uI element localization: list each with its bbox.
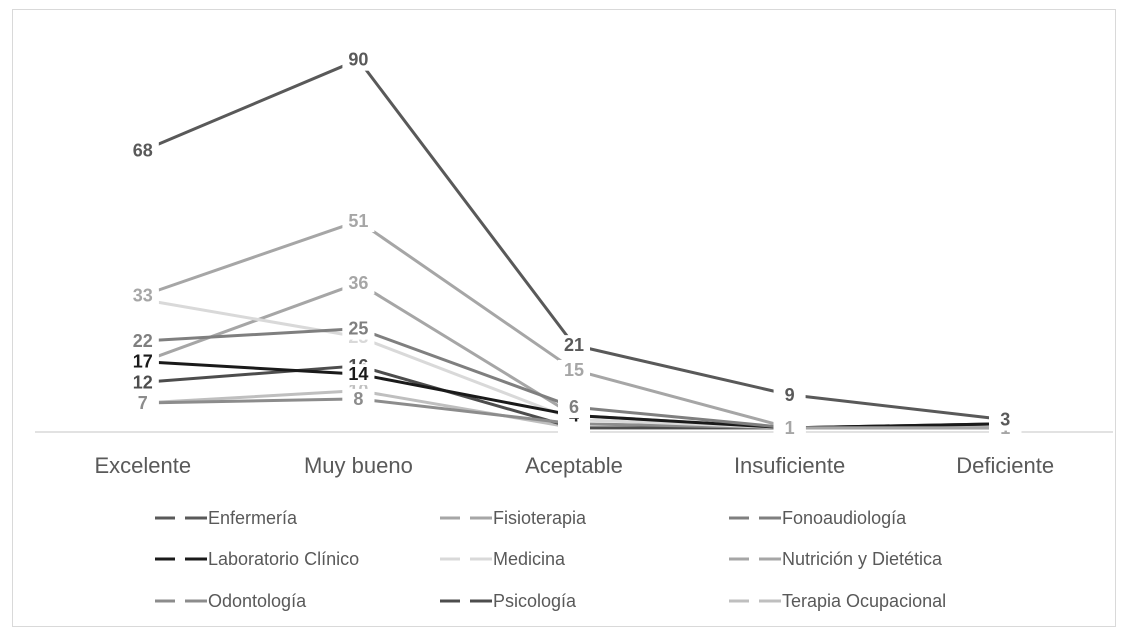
legend-item: Laboratorio Clínico xyxy=(155,549,359,569)
data-label: 15 xyxy=(564,360,584,380)
data-label-bg xyxy=(342,364,375,386)
data-label: 3 xyxy=(1000,410,1010,430)
legend-item: Nutrición y Dietética xyxy=(729,549,943,569)
data-label: 7 xyxy=(138,393,148,413)
data-label: 25 xyxy=(348,319,368,339)
legend-item: Medicina xyxy=(440,549,566,569)
x-tick-label: Aceptable xyxy=(525,453,623,478)
x-tick-label: Deficiente xyxy=(956,453,1054,478)
data-label: 9 xyxy=(785,385,795,405)
data-label-bg xyxy=(342,318,375,340)
data-label-bg xyxy=(126,285,159,307)
data-label-bg xyxy=(342,49,375,71)
data-label-bg xyxy=(342,211,375,233)
data-labels: 7101111216112782111736411322331117144122… xyxy=(126,49,1022,439)
data-label-bg xyxy=(989,409,1022,431)
x-tick-label: Insuficiente xyxy=(734,453,845,478)
x-tick-label: Excelente xyxy=(94,453,191,478)
data-label: 33 xyxy=(133,285,153,305)
data-label: 36 xyxy=(348,273,368,293)
legend: Enfermería Fisioterapia Fonoaudiología Labo… xyxy=(155,508,946,611)
data-label-bg xyxy=(126,351,159,373)
data-label-bg xyxy=(126,330,159,352)
legend-item: Fisioterapia xyxy=(440,508,587,528)
data-label: 22 xyxy=(133,331,153,351)
data-label: 8 xyxy=(353,389,363,409)
data-label-bg xyxy=(126,140,159,162)
data-label-bg xyxy=(773,384,806,406)
legend-label: Nutrición y Dietética xyxy=(782,549,943,569)
legend-label: Laboratorio Clínico xyxy=(208,549,359,569)
legend-label: Enfermería xyxy=(208,508,298,528)
data-label: 12 xyxy=(133,372,153,392)
legend-label: Fisioterapia xyxy=(493,508,587,528)
legend-item: Fonoaudiología xyxy=(729,508,907,528)
data-label: 14 xyxy=(348,364,368,384)
legend-label: Medicina xyxy=(493,549,566,569)
data-label-bg xyxy=(773,417,806,439)
legend-label: Terapia Ocupacional xyxy=(782,591,946,611)
data-label-bg xyxy=(126,372,159,394)
legend-label: Fonoaudiología xyxy=(782,508,907,528)
legend-item: Psicología xyxy=(440,591,577,611)
data-label: 90 xyxy=(348,50,368,70)
x-axis-ticks: Excelente Muy bueno Aceptable Insuficiente D… xyxy=(94,453,1054,478)
data-label-bg xyxy=(342,388,375,410)
data-label-bg xyxy=(558,359,590,381)
data-label-bg xyxy=(126,393,159,415)
legend-item: Odontología xyxy=(155,591,307,611)
data-label: 21 xyxy=(564,335,584,355)
legend-label: Psicología xyxy=(493,591,577,611)
data-label: 51 xyxy=(348,211,368,231)
data-label-bg xyxy=(558,335,590,357)
legend-label: Odontología xyxy=(208,591,307,611)
data-label: 6 xyxy=(569,397,579,417)
legend-item: Terapia Ocupacional xyxy=(729,591,946,611)
data-label: 68 xyxy=(133,141,153,161)
data-label-bg xyxy=(342,273,375,295)
data-label: 1 xyxy=(785,418,795,438)
x-tick-label: Muy bueno xyxy=(304,453,413,478)
legend-item: Enfermería xyxy=(155,508,298,528)
data-label-bg xyxy=(558,397,590,419)
chart-frame xyxy=(12,9,1116,627)
data-label: 17 xyxy=(133,352,153,372)
